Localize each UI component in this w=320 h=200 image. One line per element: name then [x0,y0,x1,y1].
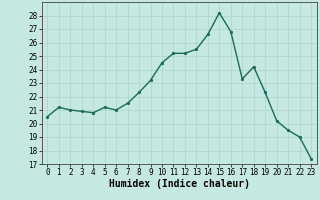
X-axis label: Humidex (Indice chaleur): Humidex (Indice chaleur) [109,179,250,189]
